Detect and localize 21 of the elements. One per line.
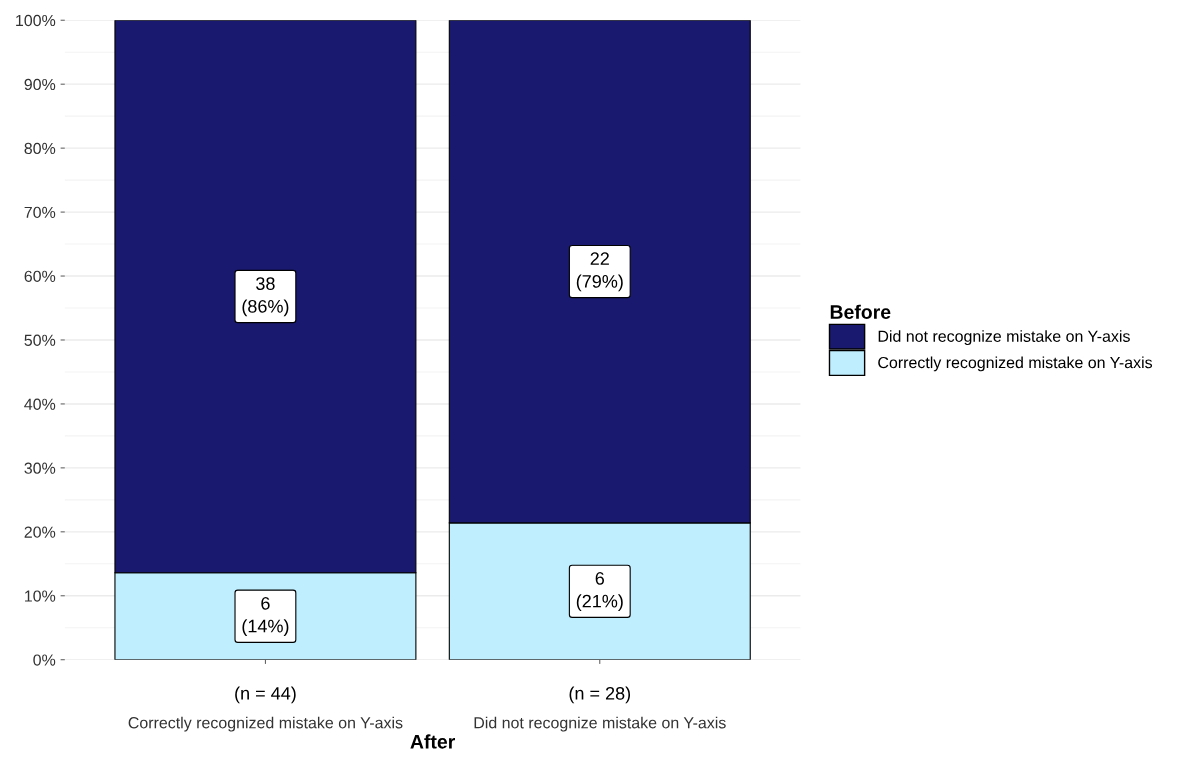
legend-label: Did not recognize mistake on Y-axis — [878, 330, 1130, 346]
y-tick-label: 20% — [24, 526, 56, 538]
data-label: 6 (14%) — [242, 596, 289, 637]
legend-label: Correctly recognized mistake on Y-axis — [878, 356, 1153, 372]
legend-title: Before — [830, 304, 891, 319]
text: (n = 28) — [569, 686, 631, 704]
y-tick-label: 0% — [33, 654, 56, 666]
y-tick-label: 90% — [24, 78, 56, 91]
y-tick-label: 60% — [24, 270, 56, 282]
data-label: 38 (86%) — [242, 277, 289, 317]
y-tick-label: 40% — [24, 398, 56, 410]
y-tick-label: 30% — [24, 462, 56, 474]
data-label: 6 (21%) — [576, 572, 623, 612]
data-label: 22 (79%) — [576, 252, 623, 292]
x-axis-title: After — [410, 734, 455, 749]
text: (n = 44) — [235, 686, 296, 704]
y-tick-label: 50% — [24, 334, 56, 346]
y-tick-label: 10% — [25, 590, 56, 602]
y-tick-label: 80% — [24, 142, 56, 155]
y-tick-label: 70% — [24, 206, 56, 219]
y-tick-label: 100% — [16, 14, 56, 27]
